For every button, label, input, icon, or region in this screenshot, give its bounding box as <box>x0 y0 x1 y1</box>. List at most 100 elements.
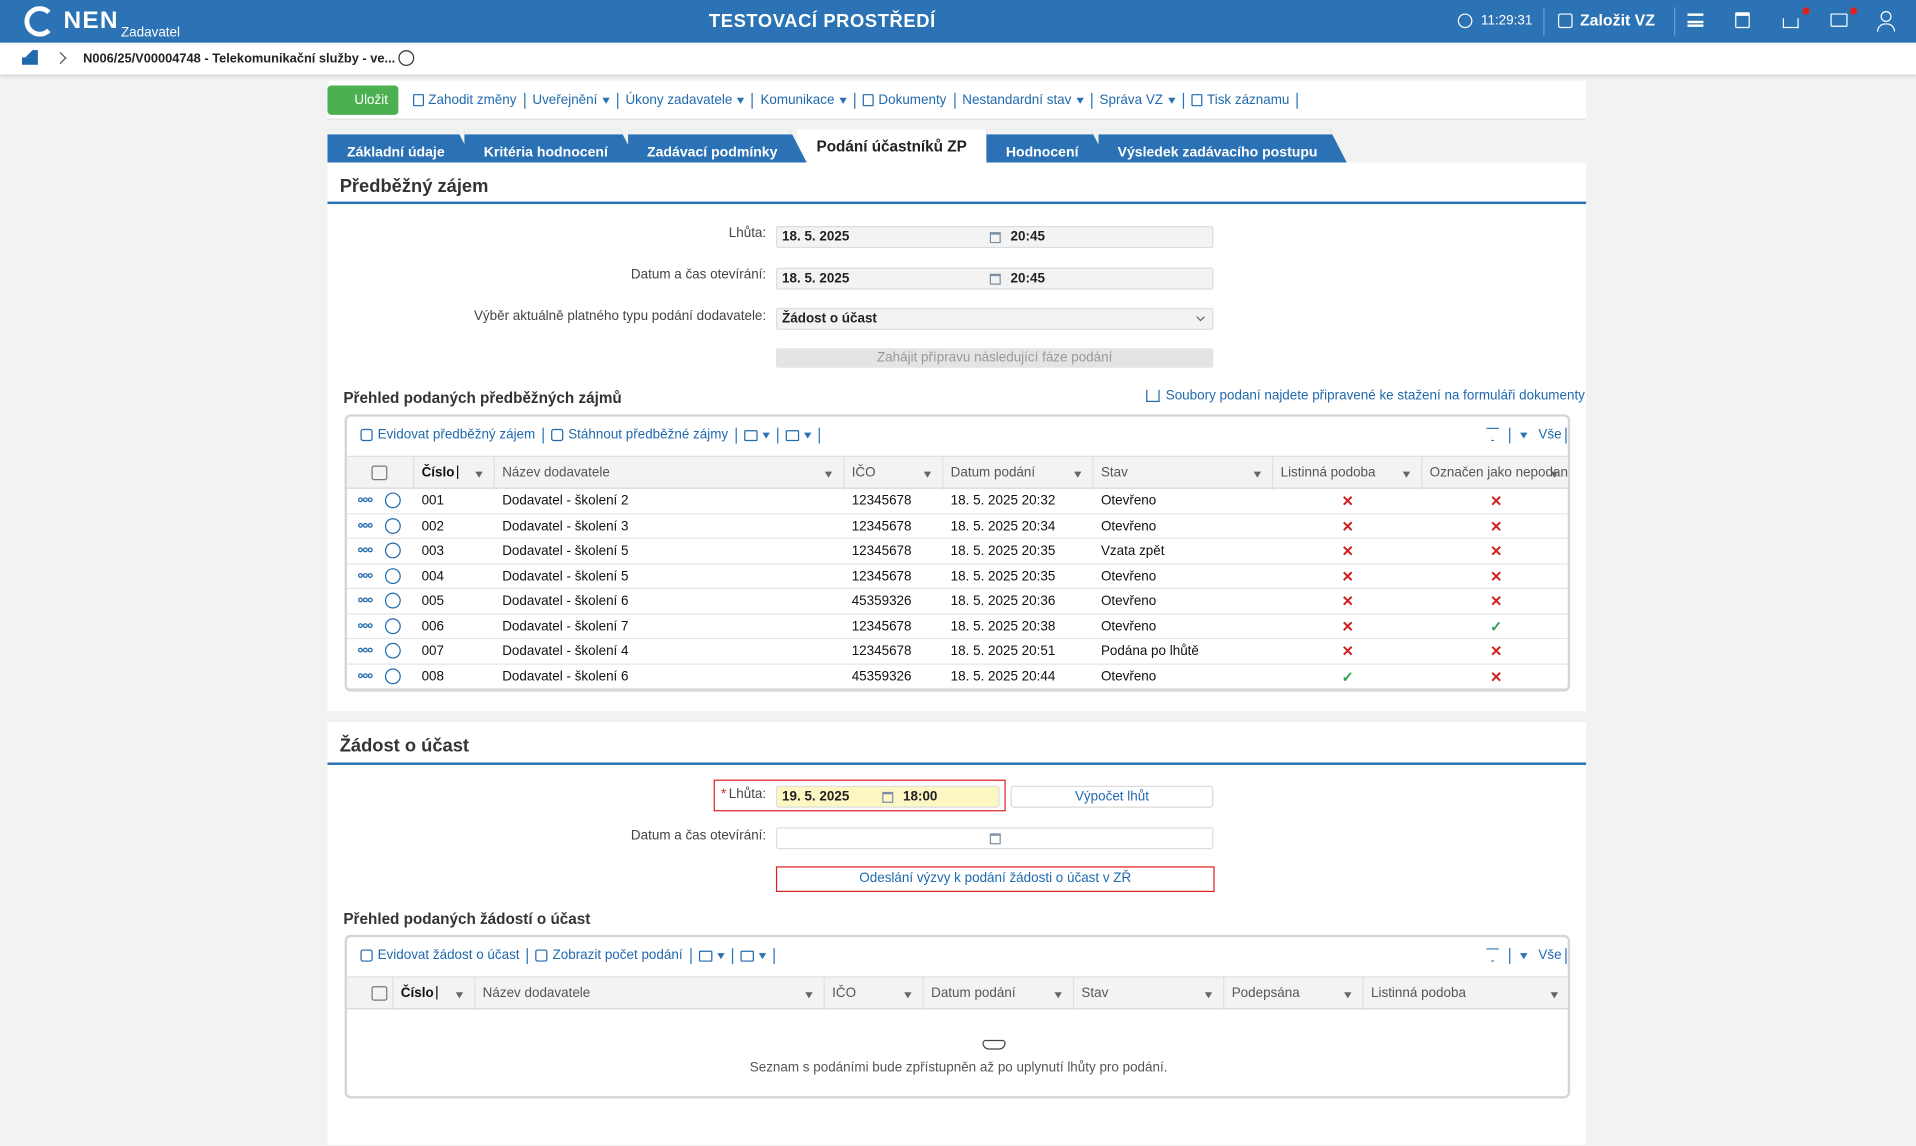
tab[interactable]: Zadávací podmínky <box>627 130 806 163</box>
row-menu[interactable] <box>367 497 373 503</box>
table-action[interactable]: Zobrazit počet podání <box>528 947 692 964</box>
column-settings[interactable] <box>371 465 388 481</box>
row-info[interactable] <box>384 567 401 584</box>
column-header[interactable]: Listinná podoba <box>1371 986 1466 1001</box>
column-header[interactable]: Stav <box>1081 986 1109 1001</box>
table-action[interactable]: Evidovat předběžný zájem <box>353 427 544 443</box>
calc-button[interactable]: Výpočet lhůt <box>1010 785 1214 808</box>
toolbar-action[interactable]: Komunikace <box>753 92 856 109</box>
filter-button[interactable] <box>1485 948 1500 962</box>
column-header[interactable]: Číslo <box>421 465 455 481</box>
toolbar-action[interactable]: Nestandardní stav <box>955 92 1093 109</box>
column-header[interactable]: Název dodavatele <box>502 465 610 481</box>
row-info[interactable] <box>384 492 401 509</box>
filter-button[interactable] <box>1485 427 1500 442</box>
filter-value[interactable]: Vše <box>1538 427 1562 443</box>
toolbar-action[interactable]: Dokumenty <box>855 92 955 109</box>
row-menu[interactable] <box>358 597 363 603</box>
row-menu[interactable] <box>367 522 373 528</box>
filter-value[interactable]: Vše <box>1538 948 1562 963</box>
tab[interactable]: Základní údaje <box>327 130 473 163</box>
tab[interactable]: Kritéria hodnocení <box>464 130 637 163</box>
date-time-input[interactable]: 19. 5. 2025 18:00 <box>775 785 1000 808</box>
row-menu[interactable] <box>358 647 363 653</box>
row-info[interactable] <box>384 592 401 609</box>
toolbar-action[interactable]: Uveřejnění <box>525 92 619 109</box>
row-menu[interactable] <box>362 622 368 628</box>
column-header[interactable]: Datum podání <box>931 986 1016 1001</box>
toolbar-action[interactable]: Správa VZ <box>1092 92 1184 109</box>
save-button[interactable]: Uložit <box>327 85 398 115</box>
row-menu[interactable] <box>367 597 373 603</box>
close-breadcrumb[interactable] <box>398 50 415 66</box>
column-header[interactable]: Listinná podoba <box>1280 465 1376 481</box>
row-menu[interactable] <box>367 622 373 628</box>
row-menu[interactable] <box>362 572 368 578</box>
row-menu[interactable] <box>362 497 368 503</box>
column-header[interactable]: Podepsána <box>1231 986 1300 1001</box>
row-menu[interactable] <box>362 647 368 653</box>
disabled-button[interactable]: Zahájit přípravu následující fáze podání <box>775 348 1214 368</box>
row-info[interactable] <box>384 517 401 534</box>
menu-button[interactable] <box>1687 13 1704 27</box>
export-button[interactable] <box>778 427 820 443</box>
select-input[interactable]: Žádost o účast <box>775 307 1214 330</box>
row-menu[interactable] <box>358 547 363 553</box>
row-menu[interactable] <box>358 522 363 528</box>
row-menu[interactable] <box>362 597 368 603</box>
tab[interactable]: Výsledek zadávacího postupu <box>1098 130 1347 163</box>
column-header[interactable]: Stav <box>1100 465 1128 481</box>
dropdown-caret <box>839 97 847 104</box>
toolbar-action[interactable]: Tisk záznamu <box>1184 92 1298 109</box>
row-menu[interactable] <box>367 572 373 578</box>
row-menu[interactable] <box>358 497 363 503</box>
column-header[interactable]: IČO <box>851 465 876 481</box>
calendar-button[interactable] <box>1735 12 1750 29</box>
row-menu[interactable] <box>362 522 368 528</box>
row-info[interactable] <box>384 542 401 559</box>
row-info[interactable] <box>384 617 401 634</box>
row-menu[interactable] <box>358 572 363 578</box>
separator <box>1509 427 1511 444</box>
dropdown-caret <box>1074 471 1082 478</box>
row-menu[interactable] <box>362 672 368 678</box>
column-settings[interactable] <box>371 986 388 1001</box>
date-time-input[interactable]: 18. 5. 2025 20:45 <box>775 226 1214 249</box>
row-menu[interactable] <box>362 547 368 553</box>
export-button[interactable] <box>733 947 775 964</box>
breadcrumb-item[interactable]: N006/25/V00004748 - Telekomunikační služ… <box>83 51 396 66</box>
send-button[interactable]: Odeslání výzvy k podání žádosti o účast … <box>775 866 1215 893</box>
date-time-input[interactable] <box>775 827 1214 850</box>
print-button[interactable] <box>737 427 779 443</box>
row-menu[interactable] <box>367 547 373 553</box>
tab[interactable]: Podání účastníků ZP <box>796 129 987 163</box>
column-header[interactable]: Datum podání <box>950 465 1036 481</box>
calendar-icon[interactable] <box>882 791 894 803</box>
tab[interactable]: Hodnocení <box>986 130 1107 163</box>
download-note[interactable]: Soubory podaní najdete připravené ke sta… <box>1165 388 1585 404</box>
column-header[interactable]: Označen jako nepodaný <box>1429 465 1571 481</box>
row-menu[interactable] <box>367 672 373 678</box>
toolbar-action[interactable]: Úkony zadavatele <box>618 92 754 109</box>
row-info[interactable] <box>384 667 401 684</box>
user-button[interactable] <box>1880 10 1892 22</box>
row-info[interactable] <box>384 642 401 659</box>
calendar-icon[interactable] <box>989 273 1001 285</box>
column-header[interactable]: IČO <box>832 986 857 1001</box>
home-button[interactable] <box>21 50 38 65</box>
mail-button[interactable] <box>1830 13 1848 27</box>
create-tender-button[interactable]: Založit VZ <box>1579 10 1655 30</box>
date-time-input[interactable]: 18. 5. 2025 20:45 <box>775 267 1214 290</box>
print-button[interactable] <box>691 947 733 964</box>
table-action[interactable]: Stáhnout předběžné zájmy <box>544 427 737 443</box>
table-action[interactable]: Evidovat žádost o účast <box>353 947 529 964</box>
row-menu[interactable] <box>367 647 373 653</box>
column-header[interactable]: Název dodavatele <box>482 986 591 1001</box>
row-menu[interactable] <box>358 622 363 628</box>
column-header[interactable]: Číslo <box>400 986 434 1001</box>
calendar-icon[interactable] <box>989 232 1001 244</box>
download-button[interactable] <box>1782 18 1799 29</box>
row-menu[interactable] <box>358 672 363 678</box>
toolbar-action[interactable]: Zahodit změny <box>405 92 526 109</box>
calendar-icon[interactable] <box>989 833 1001 845</box>
